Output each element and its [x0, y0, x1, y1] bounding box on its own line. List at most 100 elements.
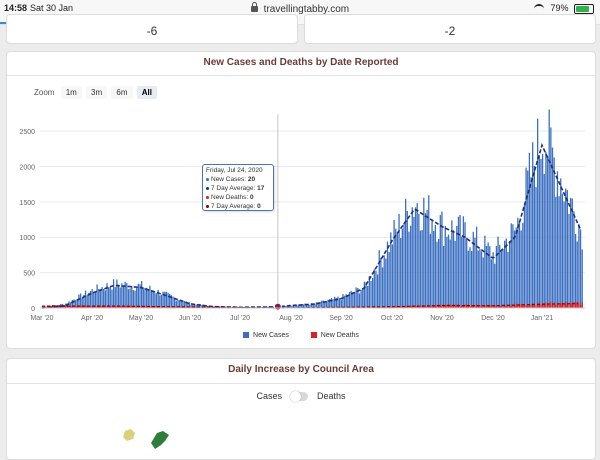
death-bar [580, 305, 581, 308]
case-bar [438, 239, 439, 308]
case-bar [387, 241, 388, 308]
case-bar [402, 229, 403, 308]
case-bar [530, 177, 531, 308]
case-bar [479, 249, 480, 308]
case-bar [166, 292, 167, 308]
case-bar [456, 226, 457, 308]
case-bar [334, 297, 335, 308]
case-bar [129, 288, 130, 308]
case-bar [430, 234, 431, 308]
case-bar [550, 127, 551, 308]
case-bar [390, 232, 391, 308]
map-title-divider [7, 383, 595, 384]
case-bar [451, 220, 452, 308]
case-bar [339, 298, 340, 308]
case-bar [331, 298, 332, 308]
case-bar [382, 267, 383, 308]
case-bar [407, 211, 408, 308]
case-bar [453, 230, 454, 308]
case-bar [562, 194, 563, 308]
case-bar [412, 207, 413, 308]
case-bar [367, 286, 368, 308]
stat-card-right: -2 [304, 14, 596, 44]
case-bar [115, 287, 116, 308]
case-bar [474, 238, 475, 308]
council-area-map[interactable] [117, 429, 177, 459]
case-bar [529, 153, 530, 308]
case-bar [446, 237, 447, 308]
tooltip-dot-icon [206, 178, 209, 181]
x-tick-label: Apr '20 [81, 315, 103, 322]
hover-marker [274, 303, 281, 310]
death-bar [448, 304, 449, 308]
case-bar [582, 249, 583, 308]
case-bar [476, 227, 477, 308]
case-bar [445, 226, 446, 308]
death-bar [565, 302, 566, 308]
legend-item-new-cases[interactable]: New Cases [243, 332, 289, 339]
case-bar [365, 282, 366, 308]
case-bar [426, 210, 427, 308]
battery-icon [574, 4, 594, 14]
case-bar [153, 291, 154, 308]
case-bar [563, 201, 564, 308]
case-bar [380, 258, 381, 308]
case-bar [425, 213, 426, 308]
case-bar [544, 174, 545, 308]
x-tick-label: Jun '20 [179, 315, 201, 322]
case-bar [395, 229, 396, 308]
case-bar [491, 259, 492, 308]
case-bar [105, 290, 106, 308]
death-bar [570, 303, 571, 308]
death-bar [550, 302, 551, 308]
case-bar [578, 224, 579, 308]
cases-deaths-toggle[interactable] [290, 392, 308, 401]
toggle-knob [290, 391, 301, 402]
tooltip-row-case-avg: 7 Day Average: 17 [206, 185, 270, 194]
stat-value-left: -6 [7, 24, 297, 38]
case-bar [463, 216, 464, 308]
death-bar [577, 302, 578, 308]
tooltip-dot-icon [206, 187, 209, 190]
case-bar [134, 291, 135, 308]
death-bar [440, 304, 441, 308]
death-bar [539, 302, 540, 308]
case-bar [110, 287, 111, 308]
case-bar [524, 205, 525, 308]
case-bar [377, 274, 378, 308]
case-bar [369, 276, 370, 308]
case-bar [542, 154, 543, 308]
case-bar [417, 203, 418, 308]
case-bar [502, 250, 503, 308]
case-bar [567, 190, 568, 308]
tooltip-row-cases: New Cases: 20 [206, 176, 270, 185]
case-bar [337, 297, 338, 308]
case-bar [352, 292, 353, 308]
case-bar [514, 230, 515, 308]
x-tick-label: Sep '20 [329, 315, 353, 322]
y-tick-label: 1000 [19, 235, 35, 242]
case-bar [92, 289, 93, 308]
case-bar [504, 241, 505, 308]
case-bar [575, 234, 576, 308]
map-region-green [151, 431, 169, 449]
death-bar [547, 305, 548, 308]
y-tick-label: 500 [23, 271, 35, 278]
case-bar [440, 215, 441, 308]
case-bar [418, 214, 419, 308]
case-bar [151, 290, 152, 308]
case-bar [108, 287, 109, 308]
case-bar [580, 229, 581, 308]
stat-value-right: -2 [305, 24, 595, 38]
case-bar [364, 282, 365, 308]
case-bar [120, 287, 121, 308]
case-bar [374, 269, 375, 308]
case-bar [555, 197, 556, 308]
case-bar [558, 196, 559, 308]
case-bar [494, 264, 495, 308]
case-bar [405, 199, 406, 308]
legend-item-new-deaths[interactable]: New Deaths [311, 332, 359, 339]
y-tick-label: 2000 [19, 164, 35, 171]
case-bar [133, 290, 134, 308]
